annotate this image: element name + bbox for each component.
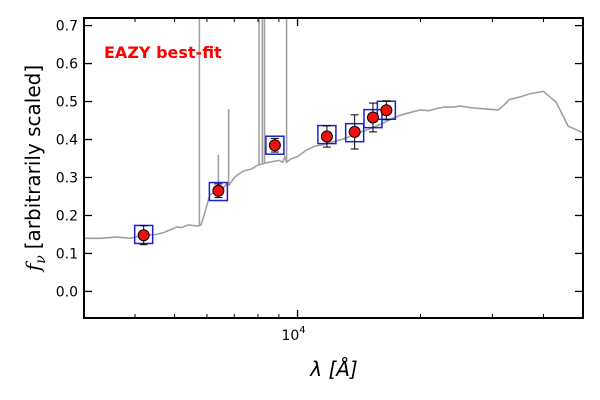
y-tick-label: 0.4	[56, 133, 78, 149]
y-axis-label: fν[arbitrarily scaled]	[21, 65, 49, 273]
y-tick-label: 0.5	[56, 95, 78, 111]
y-tick-label: 0.3	[56, 170, 78, 186]
model-photometry-box	[265, 135, 285, 155]
x-axis-label: λ [Å]	[309, 357, 357, 381]
observed-photometry-point	[366, 111, 379, 124]
y-tick-label: 0.7	[56, 19, 78, 35]
y-axis-label-text: [arbitrarily scaled]	[21, 65, 45, 249]
x-tick-label-exponent: 4	[299, 325, 305, 336]
plot-area	[84, 18, 583, 246]
chart-annotation: EAZY best-fit	[104, 43, 222, 62]
plot-frame	[83, 17, 584, 319]
observed-photometry-point	[268, 139, 281, 152]
observed-photometry-point	[380, 104, 393, 117]
axis-ticks: 0.0 0.1 0.2 0.3 0.4 0.5 0.6 0.7 104	[56, 18, 583, 344]
y-axis-label-subscript: ν	[33, 255, 49, 264]
x-tick-label-base: 10	[281, 328, 299, 344]
y-tick-label: 0.6	[56, 57, 78, 73]
y-tick-label: 0.2	[56, 208, 78, 224]
observed-photometry-point	[348, 125, 361, 138]
observed-photometry-point	[212, 184, 225, 197]
model-photometry-box	[208, 181, 229, 202]
observed-photometry-point	[137, 229, 150, 242]
x-tick-label: 104	[281, 325, 305, 344]
y-tick-label: 0.0	[56, 284, 78, 300]
observed-photometry-point	[320, 130, 333, 143]
y-tick-label: 0.1	[56, 246, 78, 262]
